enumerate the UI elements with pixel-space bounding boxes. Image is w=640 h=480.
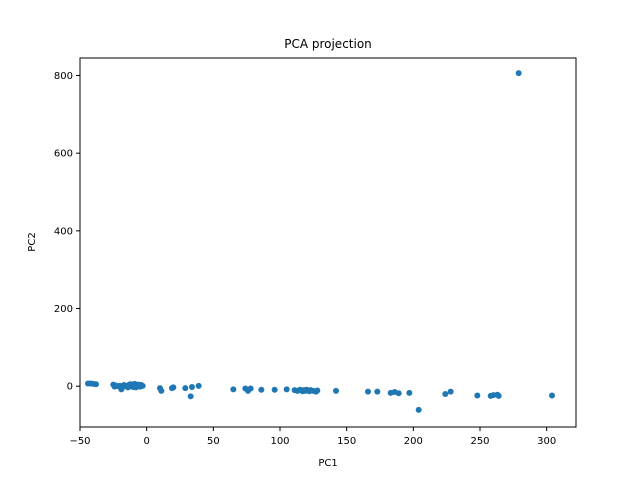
data-point bbox=[314, 387, 321, 394]
data-point bbox=[170, 384, 177, 391]
x-tick-label: 50 bbox=[207, 436, 220, 447]
data-point bbox=[182, 385, 189, 392]
data-point bbox=[549, 392, 555, 399]
data-point bbox=[395, 390, 402, 397]
y-tick-label: 0 bbox=[67, 382, 73, 393]
x-tick-label: 100 bbox=[270, 436, 289, 447]
y-tick-label: 800 bbox=[54, 71, 73, 82]
y-axis-label: PC2 bbox=[27, 232, 38, 251]
data-point bbox=[415, 406, 422, 413]
data-point bbox=[258, 386, 265, 393]
data-point bbox=[442, 390, 449, 397]
data-point bbox=[247, 385, 254, 392]
data-point bbox=[271, 386, 278, 393]
data-point bbox=[374, 388, 381, 395]
data-point bbox=[447, 388, 454, 395]
plot-frame bbox=[79, 57, 577, 428]
x-tick-label: 0 bbox=[143, 436, 149, 447]
data-point bbox=[137, 383, 143, 390]
data-point bbox=[515, 70, 522, 77]
data-point bbox=[195, 382, 202, 389]
data-points bbox=[85, 70, 555, 413]
data-point bbox=[158, 387, 165, 394]
data-point bbox=[189, 383, 195, 390]
x-tick-label: 200 bbox=[404, 436, 423, 447]
data-point bbox=[474, 392, 481, 399]
y-tick-label: 600 bbox=[54, 149, 73, 160]
data-point bbox=[333, 387, 339, 394]
y-axis-ticks: 0 200 400 600 800 bbox=[54, 71, 80, 393]
data-point bbox=[495, 392, 502, 399]
data-point bbox=[283, 386, 290, 393]
data-point bbox=[93, 381, 99, 388]
data-point bbox=[125, 384, 131, 391]
y-tick-label: 400 bbox=[54, 226, 73, 237]
x-tick-label: 150 bbox=[337, 436, 356, 447]
data-point bbox=[365, 388, 371, 395]
data-point bbox=[187, 393, 194, 400]
x-tick-label: 300 bbox=[537, 436, 556, 447]
data-point bbox=[230, 386, 237, 393]
x-axis-label: PC1 bbox=[318, 458, 337, 469]
data-point bbox=[406, 389, 413, 396]
y-tick-label: 200 bbox=[54, 304, 73, 315]
x-tick-label: −50 bbox=[69, 436, 90, 447]
x-tick-label: 250 bbox=[470, 436, 489, 447]
chart-title: PCA projection bbox=[284, 37, 372, 51]
x-axis-ticks: −50 0 50 100 150 200 250 300 bbox=[69, 427, 556, 447]
